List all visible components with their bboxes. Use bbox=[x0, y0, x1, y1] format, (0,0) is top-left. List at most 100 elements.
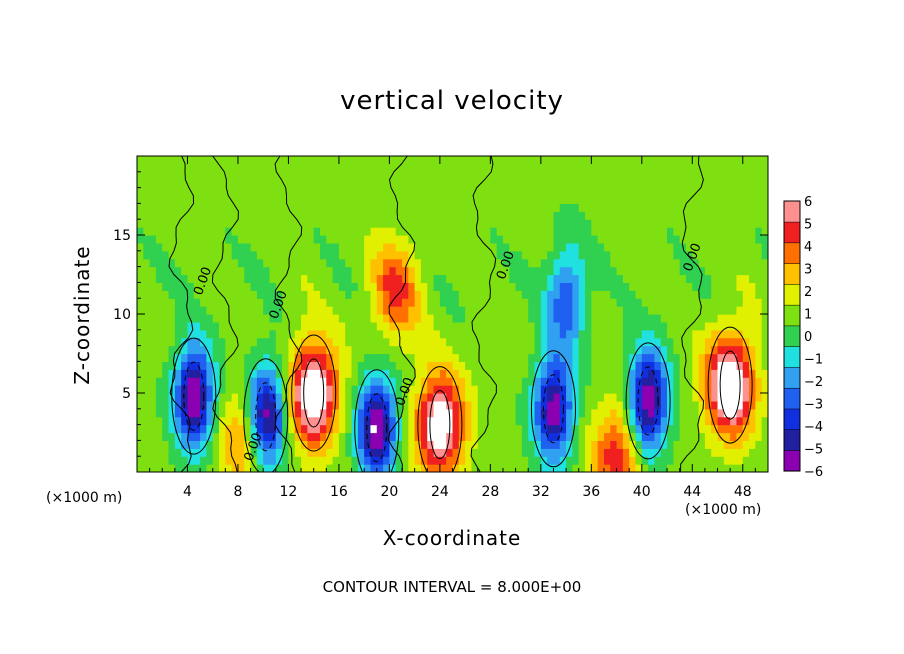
field-cell bbox=[414, 219, 422, 228]
field-cell bbox=[591, 321, 599, 331]
field-cell bbox=[711, 266, 719, 276]
field-cell bbox=[376, 345, 384, 355]
field-cell bbox=[673, 266, 681, 276]
field-cell bbox=[553, 235, 561, 244]
field-cell bbox=[704, 242, 712, 252]
field-cell bbox=[187, 456, 195, 465]
field-cell bbox=[155, 314, 163, 323]
field-cell bbox=[502, 274, 510, 283]
field-cell bbox=[231, 416, 239, 426]
field-cell bbox=[667, 321, 674, 331]
field-cell bbox=[723, 432, 731, 441]
field-cell bbox=[269, 290, 277, 299]
field-cell bbox=[174, 156, 182, 165]
field-cell bbox=[465, 219, 473, 228]
field-cell bbox=[427, 385, 435, 394]
field-cell bbox=[326, 448, 334, 457]
field-cell bbox=[578, 274, 586, 283]
field-cell bbox=[458, 179, 466, 189]
field-cell bbox=[490, 179, 498, 189]
field-cell bbox=[319, 353, 327, 362]
field-cell bbox=[446, 227, 454, 236]
field-cell bbox=[420, 235, 428, 244]
field-cell bbox=[256, 235, 264, 244]
field-cell bbox=[301, 321, 308, 331]
field-cell bbox=[540, 314, 548, 323]
field-cell bbox=[187, 227, 195, 236]
field-cell bbox=[629, 385, 637, 394]
field-cell bbox=[250, 290, 258, 299]
field-cell bbox=[376, 242, 384, 252]
field-cell bbox=[458, 369, 466, 378]
field-cell bbox=[685, 250, 693, 260]
field-cell bbox=[509, 156, 517, 165]
field-cell bbox=[395, 345, 403, 355]
field-cell bbox=[187, 171, 195, 181]
field-cell bbox=[332, 314, 340, 323]
field-cell bbox=[319, 408, 327, 418]
field-cell bbox=[181, 353, 189, 362]
field-cell bbox=[301, 266, 308, 276]
field-cell bbox=[496, 424, 504, 434]
field-cell bbox=[673, 171, 681, 181]
field-cell bbox=[326, 329, 334, 339]
field-cell bbox=[547, 195, 555, 204]
field-cell bbox=[439, 235, 447, 244]
field-cell bbox=[351, 321, 359, 331]
field-cell bbox=[585, 361, 592, 370]
field-cell bbox=[578, 393, 586, 402]
field-cell bbox=[370, 353, 378, 362]
field-cell bbox=[496, 274, 504, 283]
field-cell bbox=[168, 298, 176, 307]
field-cell bbox=[660, 163, 668, 173]
field-cell bbox=[212, 203, 220, 212]
field-cell bbox=[433, 250, 441, 260]
field-cell bbox=[389, 353, 397, 362]
field-cell bbox=[761, 274, 768, 283]
field-cell bbox=[761, 361, 768, 370]
field-cell bbox=[465, 203, 473, 212]
field-cell bbox=[427, 416, 435, 426]
field-cell bbox=[730, 400, 738, 410]
field-cell bbox=[212, 361, 220, 370]
field-cell bbox=[692, 321, 700, 331]
field-cell bbox=[458, 171, 466, 181]
field-cell bbox=[484, 203, 491, 212]
field-cell bbox=[484, 187, 491, 197]
field-cell bbox=[357, 408, 365, 418]
field-cell bbox=[187, 377, 195, 386]
field-cell bbox=[742, 345, 750, 355]
field-cell bbox=[383, 203, 390, 212]
field-cell bbox=[256, 329, 264, 339]
field-cell bbox=[496, 195, 504, 204]
field-cell bbox=[383, 385, 390, 394]
field-cell bbox=[566, 266, 573, 276]
field-cell bbox=[237, 385, 245, 394]
field-cell bbox=[654, 187, 662, 197]
field-cell bbox=[749, 227, 756, 236]
field-cell bbox=[597, 235, 605, 244]
contour-ellipse-inner bbox=[637, 366, 659, 436]
field-cell bbox=[547, 440, 555, 449]
field-cell bbox=[559, 203, 567, 212]
field-cell bbox=[307, 156, 315, 165]
field-cell bbox=[332, 345, 340, 355]
field-cell bbox=[553, 353, 561, 362]
field-cell bbox=[219, 171, 226, 181]
field-cell bbox=[465, 211, 473, 220]
field-cell bbox=[528, 448, 536, 457]
field-cell bbox=[313, 235, 321, 244]
field-cell bbox=[269, 361, 277, 370]
field-cell bbox=[578, 345, 586, 355]
field-cell bbox=[137, 242, 144, 252]
field-cell bbox=[408, 227, 416, 236]
field-cell bbox=[427, 400, 435, 410]
field-cell bbox=[244, 408, 252, 418]
field-cell bbox=[282, 195, 290, 204]
field-cell bbox=[610, 314, 618, 323]
field-cell bbox=[269, 282, 277, 291]
field-cell bbox=[490, 345, 498, 355]
field-cell bbox=[370, 242, 378, 252]
field-cell bbox=[187, 345, 195, 355]
field-cell bbox=[402, 171, 409, 181]
